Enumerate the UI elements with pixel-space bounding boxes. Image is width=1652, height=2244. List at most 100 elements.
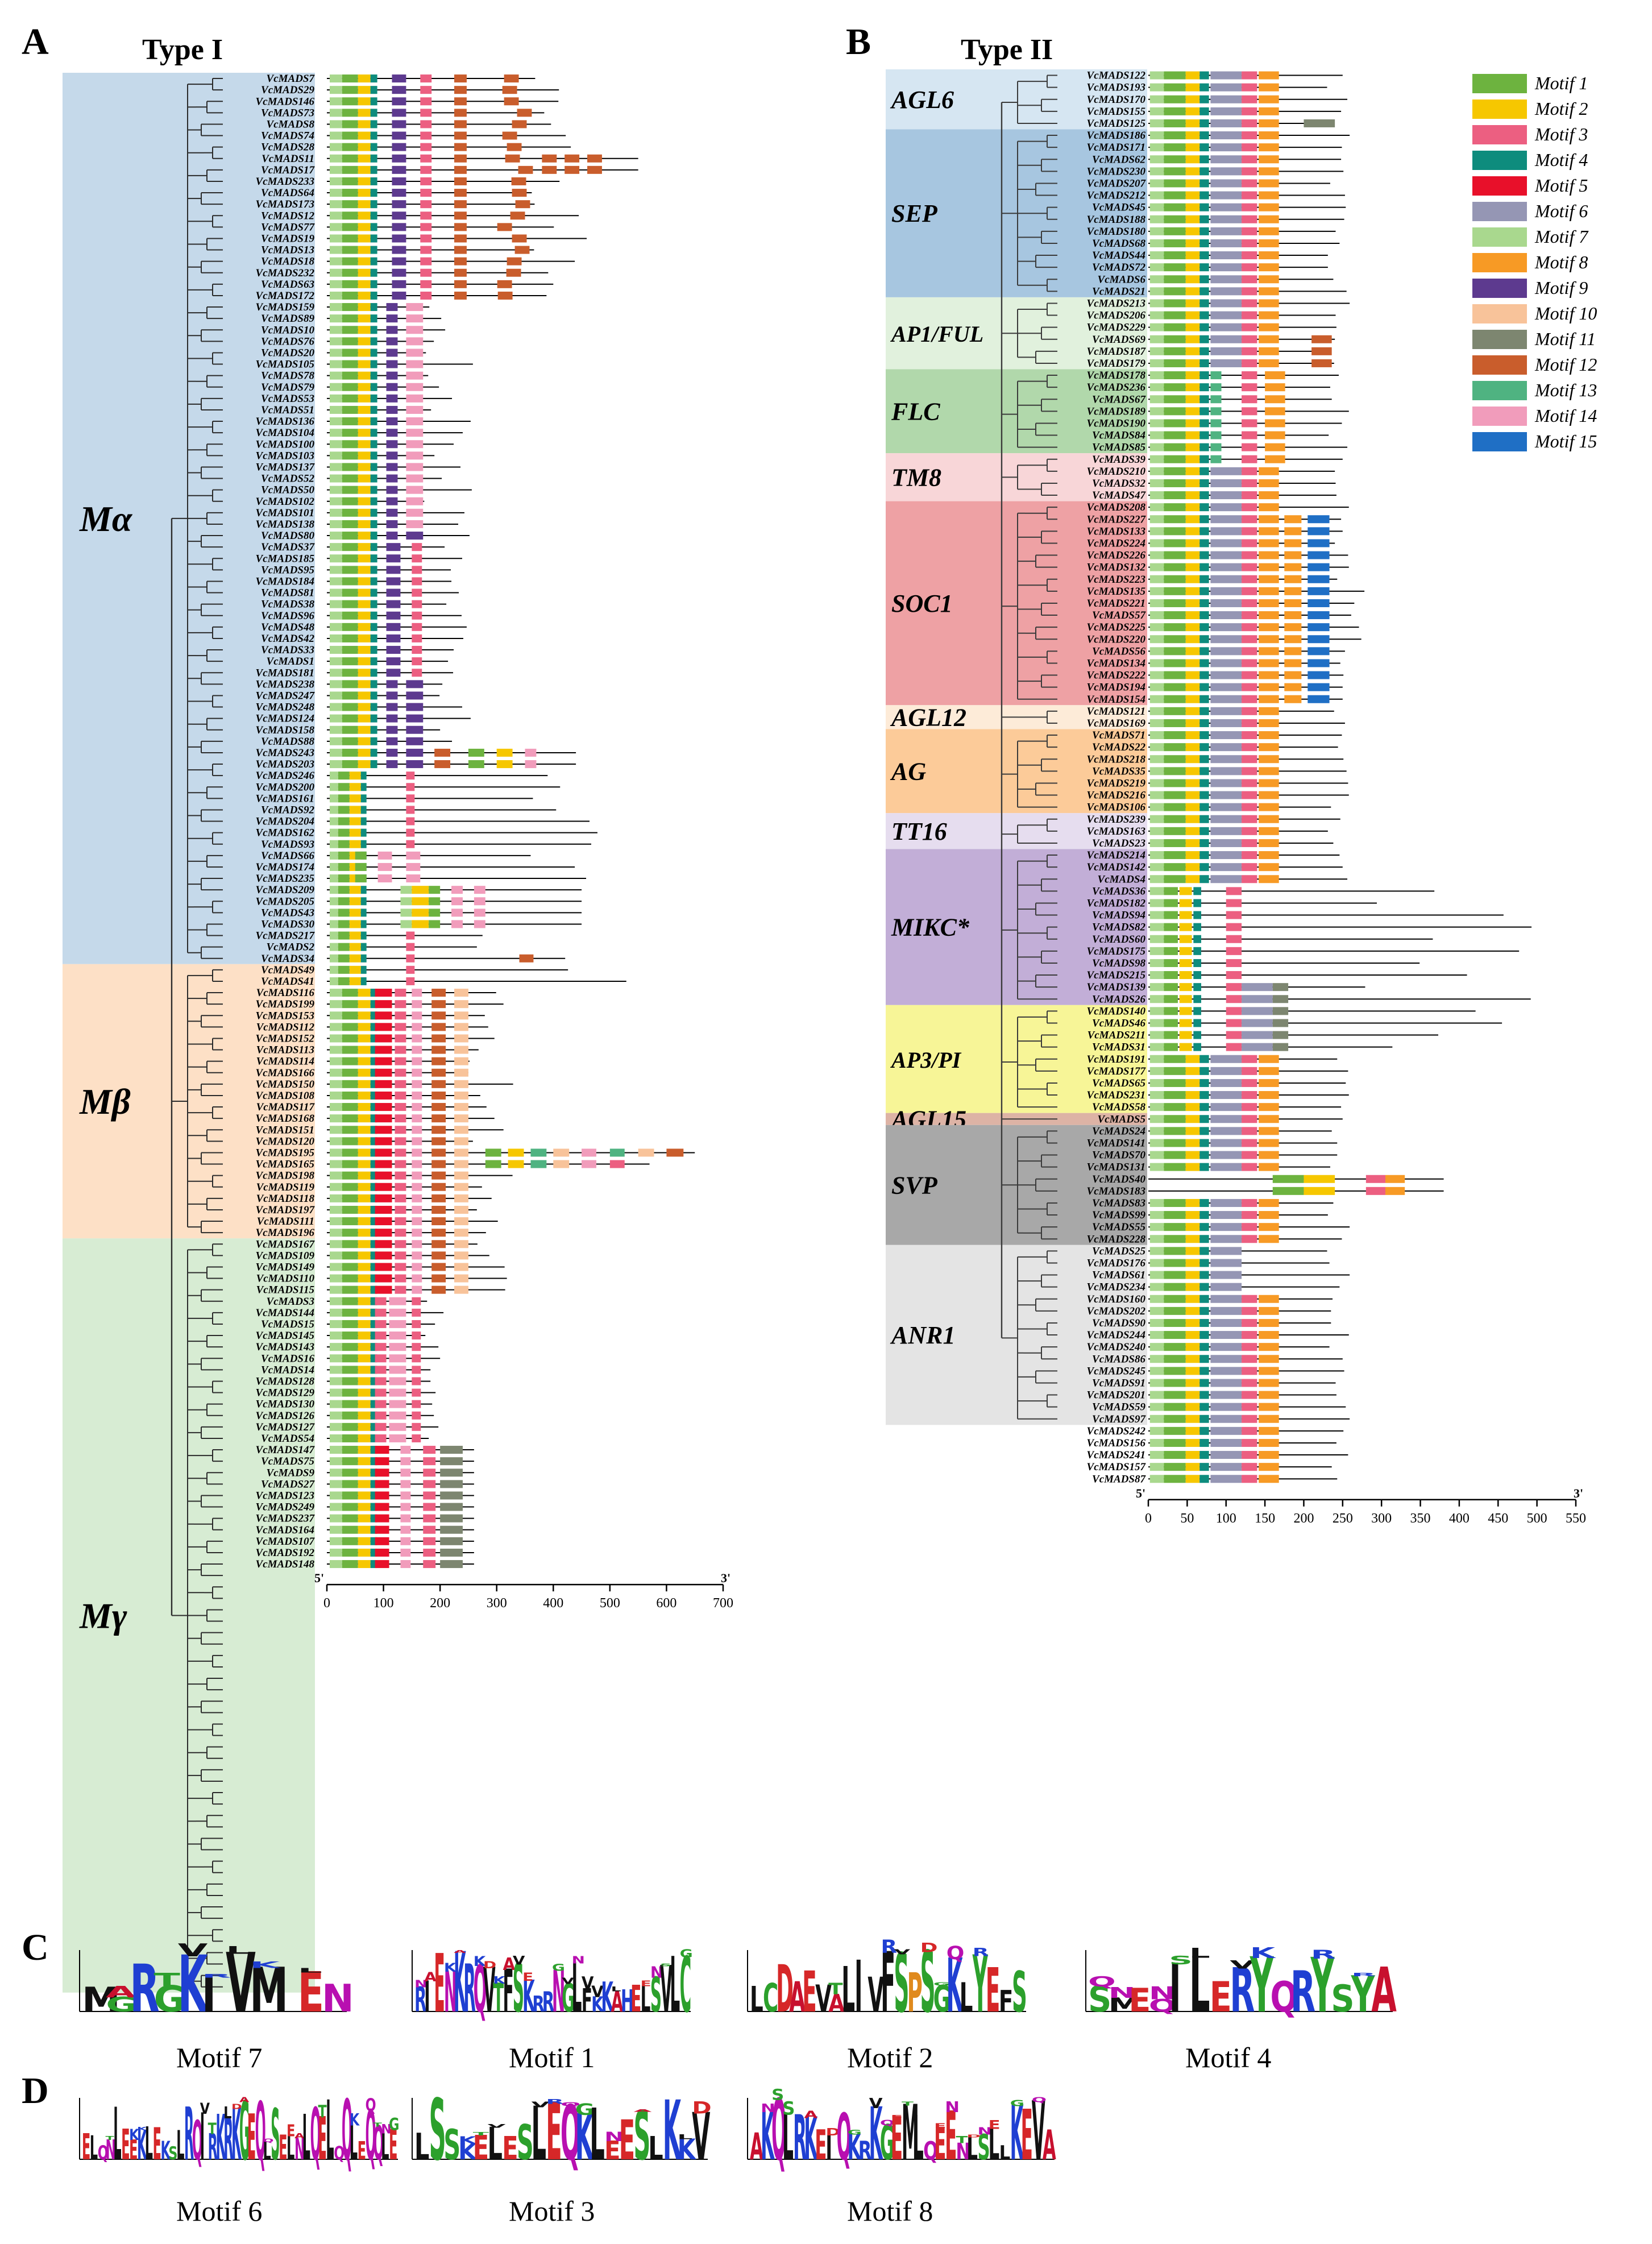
motif-1 — [342, 497, 358, 505]
motif-3 — [412, 1434, 421, 1442]
logo-c-0-letter: E — [298, 1960, 324, 2025]
motif-5 — [375, 1034, 392, 1043]
logo-c-1-letter: S — [650, 1967, 662, 2023]
gene-label: VcMADS72 — [1092, 262, 1145, 273]
axis-a-tick-label: 100 — [373, 1596, 394, 1611]
motif-8 — [1259, 779, 1279, 787]
motif-7 — [1149, 791, 1164, 799]
motif-6 — [1210, 1475, 1242, 1483]
motif-8 — [1265, 383, 1285, 392]
motif-2 — [358, 131, 371, 140]
motif-8 — [1259, 563, 1279, 571]
motif-6 — [1210, 863, 1242, 872]
logo-c-3-letter: K — [1250, 1945, 1277, 1961]
logo-d-1-letter: S — [443, 2122, 460, 2170]
motif-1 — [342, 1263, 358, 1271]
motif-7 — [329, 143, 342, 151]
motif-4 — [370, 623, 377, 631]
motif-12 — [431, 1263, 446, 1271]
logo-c-0-letter: V — [226, 1936, 256, 2031]
logo-d-2-letter: A — [1043, 2122, 1056, 2170]
logo-c-1-letter: V — [660, 1953, 673, 2027]
motif-3 — [423, 1560, 436, 1569]
logo-d-0-letter: V — [200, 2100, 210, 2117]
motif-8 — [1259, 743, 1279, 752]
motif-3 — [412, 1411, 421, 1420]
motif-4 — [360, 886, 367, 894]
clade-label-b-13: ANR1 — [890, 1321, 955, 1349]
motif-12 — [507, 143, 522, 151]
motif-9 — [392, 131, 406, 140]
motif-3 — [412, 1422, 421, 1431]
motif-2 — [358, 1080, 371, 1088]
motif-8 — [1259, 863, 1279, 872]
motif-1 — [1164, 563, 1186, 571]
logo-c-0-letter: R — [202, 1973, 231, 1979]
motif-7 — [329, 1469, 342, 1477]
motif-1 — [1164, 371, 1186, 380]
motif-7 — [1149, 779, 1164, 787]
motif-9 — [386, 474, 398, 483]
motif-4 — [370, 1503, 377, 1511]
motif-1 — [342, 1137, 358, 1146]
motif-14 — [406, 326, 424, 334]
logo-c-3-letter: R — [1230, 1956, 1255, 2027]
motif-1 — [342, 1034, 358, 1043]
logo-d-0-letter: K — [161, 2137, 172, 2166]
logo-c-3-letter: L — [1189, 1945, 1210, 1961]
motif-2 — [358, 417, 371, 426]
motif-3 — [423, 1525, 436, 1534]
motif-2 — [1179, 995, 1192, 1003]
motif-1 — [342, 1285, 358, 1294]
motif-4 — [1199, 479, 1209, 487]
motif-3 — [1242, 1475, 1257, 1483]
motif-6 — [1210, 1403, 1242, 1411]
motif-2 — [358, 291, 371, 300]
motif-7 — [329, 931, 338, 940]
motif-7 — [1149, 227, 1164, 235]
legend-swatch-7 — [1472, 227, 1527, 247]
motif-4 — [1199, 227, 1209, 235]
motif-8 — [1259, 347, 1279, 355]
motif-3 — [395, 1148, 406, 1157]
motif-1 — [342, 349, 358, 357]
gene-label: VcMADS24 — [1092, 1125, 1145, 1137]
motif-14 — [406, 520, 424, 528]
logo-c-1-letter: S — [660, 1963, 671, 1967]
motif-7 — [1149, 1259, 1164, 1267]
motif-7 — [400, 920, 412, 928]
motif-2 — [1185, 371, 1200, 380]
motif-14 — [412, 1057, 422, 1065]
motif-8 — [1259, 191, 1279, 200]
motif-2 — [1185, 1451, 1200, 1459]
motif-3 — [1226, 971, 1242, 980]
motif-8 — [1259, 1151, 1279, 1159]
gene-label: VcMADS121 — [1087, 706, 1145, 717]
motif-4 — [1199, 599, 1209, 607]
gene-label: VcMADS193 — [1087, 82, 1145, 94]
motif-4 — [370, 1434, 377, 1442]
motif-9 — [392, 165, 406, 174]
motif-7 — [329, 189, 342, 197]
gene-label: VcMADS5 — [1098, 1113, 1146, 1125]
motif-4 — [370, 1103, 377, 1111]
motif-4 — [370, 371, 377, 380]
motif-12 — [454, 257, 467, 266]
motif-8 — [1259, 527, 1279, 536]
motif-14 — [412, 1183, 422, 1191]
motif-3 — [395, 1274, 406, 1283]
motif-7 — [329, 1011, 342, 1020]
clade-band-b-13 — [886, 1245, 1147, 1425]
motif-3 — [1242, 179, 1257, 188]
motif-2 — [358, 725, 371, 734]
motif-2 — [349, 783, 361, 791]
motif-12 — [666, 1148, 684, 1157]
motif-4 — [1199, 455, 1209, 463]
motif-2 — [1185, 875, 1200, 884]
motif-3 — [1242, 131, 1257, 140]
motif-15 — [1308, 527, 1330, 536]
motif-6 — [1210, 1379, 1242, 1387]
motif-4 — [1199, 587, 1209, 595]
motif-14 — [412, 1194, 422, 1202]
